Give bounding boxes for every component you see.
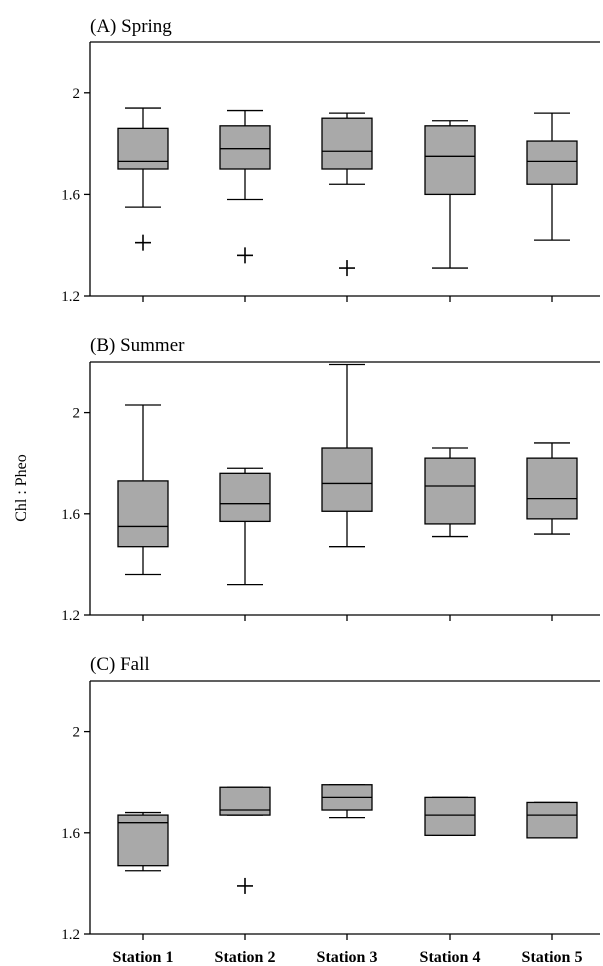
y-axis-label: Chl : Pheo [13, 454, 30, 522]
outlier-marker [237, 877, 253, 894]
y-tick-label: 1.6 [61, 507, 80, 523]
box-station-4 [424, 120, 476, 269]
box-station-2 [219, 109, 271, 264]
category-labels: Station 1 Station 2 Station 3 Station 4 Stat… [113, 949, 583, 966]
iqr-box [117, 814, 169, 867]
box-station-4 [424, 796, 476, 836]
iqr-box [117, 127, 169, 170]
x-category-label: Station 2 [215, 949, 276, 966]
y-tick-label: 1.2 [61, 289, 80, 305]
outlier-marker [339, 260, 355, 277]
y-tick-label: 2 [73, 406, 81, 422]
box-station-5 [526, 801, 578, 839]
box-station-2 [219, 467, 271, 586]
iqr-box [424, 796, 476, 836]
box-station-2 [219, 786, 271, 894]
iqr-box [219, 472, 271, 523]
box-station-1 [117, 404, 169, 576]
iqr-box [219, 125, 271, 170]
outlier-marker [135, 234, 151, 251]
x-category-label: Station 4 [420, 949, 481, 966]
iqr-box [526, 140, 578, 185]
y-tick-label: 1.6 [61, 826, 80, 842]
y-tick-label: 1.6 [61, 187, 80, 203]
box-station-1 [117, 811, 169, 872]
iqr-box [117, 480, 169, 548]
box-station-5 [526, 442, 578, 535]
iqr-box [526, 801, 578, 839]
x-category-label: Station 5 [522, 949, 583, 966]
iqr-box [321, 117, 373, 170]
y-tick-label: 1.2 [61, 927, 80, 943]
box-station-3 [321, 112, 373, 277]
box-station-3 [321, 363, 373, 548]
y-tick-label: 1.2 [61, 608, 80, 624]
panel-2: (B) Summer 1.2 1.6 2 [61, 335, 600, 624]
panel-3: (C) Fall 1.2 1.6 2 [61, 654, 600, 943]
y-tick-label: 2 [73, 725, 81, 741]
x-category-label: Station 1 [113, 949, 174, 966]
iqr-box [526, 457, 578, 520]
panel-1: (A) Spring 1.2 1.6 2 [61, 16, 600, 305]
box-station-1 [117, 107, 169, 251]
iqr-box [219, 786, 271, 816]
x-category-label: Station 3 [317, 949, 378, 966]
panel-title: (B) Summer [90, 335, 185, 356]
panel-title: (C) Fall [90, 654, 150, 675]
iqr-box [424, 125, 476, 196]
iqr-box [321, 447, 373, 512]
outlier-marker [237, 247, 253, 264]
panel-title: (A) Spring [90, 16, 172, 37]
box-station-3 [321, 784, 373, 819]
y-tick-label: 2 [73, 86, 81, 102]
box-station-5 [526, 112, 578, 241]
box-station-4 [424, 447, 476, 538]
iqr-box [424, 457, 476, 525]
